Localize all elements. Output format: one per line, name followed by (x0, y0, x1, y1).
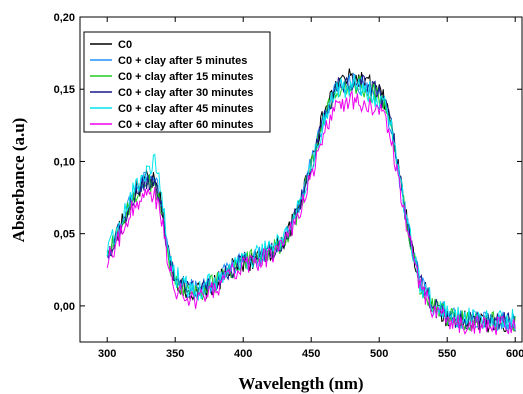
x-tick-label: 450 (302, 348, 320, 360)
legend-label: C0 + clay after 45 minutes (118, 103, 253, 115)
legend-label: C0 (118, 39, 132, 51)
plot-frame (79, 16, 523, 343)
series-line-2 (106, 75, 516, 332)
legend-box (83, 31, 271, 133)
x-tick-label: 300 (98, 348, 116, 360)
legend-label: C0 + clay after 60 minutes (118, 119, 253, 131)
legend: C0 C0 + clay after 5 minutes C0 + clay aft… (83, 31, 271, 133)
y-tick-label: 0,05 (54, 229, 75, 241)
x-tick-label: 500 (370, 348, 388, 360)
series-layer (106, 68, 516, 336)
tick-layer: 300 350 400 450 500 550 600 0,00 0,05 0,10 0,15 0,2… (54, 12, 523, 360)
x-tick-label: 550 (438, 348, 456, 360)
y-tick-label: 0,20 (54, 12, 75, 24)
y-tick-label: 0,15 (54, 84, 75, 96)
legend-label: C0 + clay after 5 minutes (118, 55, 247, 67)
y-tick-label: 0,00 (54, 301, 75, 313)
series-line-5 (106, 90, 516, 336)
y-tick-label: 0,10 (54, 156, 75, 168)
x-axis-title: Wavelength (nm) (238, 374, 363, 393)
legend-label: C0 + clay after 30 minutes (118, 87, 253, 99)
x-tick-label: 400 (234, 348, 252, 360)
y-axis-title: Absorbance (a.u) (9, 118, 28, 243)
legend-label: C0 + clay after 15 minutes (118, 71, 253, 83)
x-tick-label: 600 (506, 348, 523, 360)
x-tick-label: 350 (166, 348, 184, 360)
